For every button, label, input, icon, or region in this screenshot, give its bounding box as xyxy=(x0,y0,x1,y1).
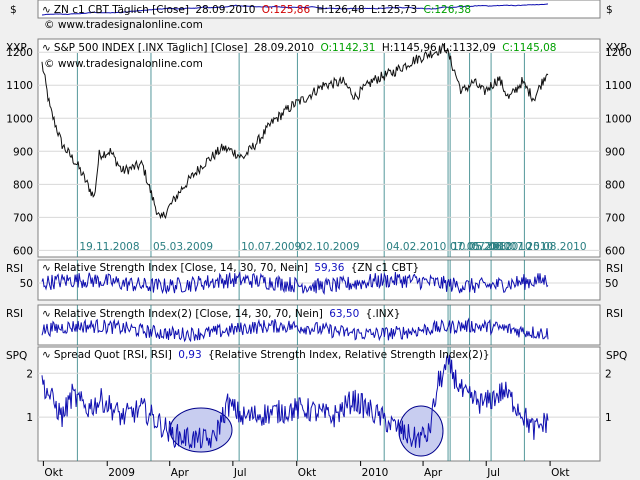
rsi2-panel xyxy=(37,304,601,346)
y-tick-label: 1100 xyxy=(605,80,632,92)
spx-series-line xyxy=(41,42,549,220)
y-tick-label: 1 xyxy=(605,412,612,424)
x-tick-label: Jul xyxy=(233,467,247,479)
x-tick-label: Apr xyxy=(171,467,190,479)
event-date-label: 04.02.2010 xyxy=(386,241,446,253)
rsi2-instrument: {.INX} xyxy=(365,308,401,320)
event-date-label: 25.08.2010 xyxy=(526,241,586,253)
y-tick-label: 50 xyxy=(20,278,33,290)
zn-high: H:126,48 xyxy=(316,4,365,16)
y-tick-label: 1100 xyxy=(6,80,33,92)
x-tick-label: 2009 xyxy=(108,467,135,479)
spx-title: S&P 500 INDEX [.INX Täglich] [Close] xyxy=(53,42,248,54)
rsi2-header: ∿ Relative Strength Index(2) [Close, 14, … xyxy=(42,308,403,321)
y-tick-label: 700 xyxy=(13,212,33,224)
spx-low: L:1132,09 xyxy=(443,42,496,54)
y-tick-label: 50 xyxy=(605,278,618,290)
event-date-label: 05.03.2009 xyxy=(153,241,213,253)
x-tick-label: Apr xyxy=(424,467,443,479)
rsi2-left-label: RSI xyxy=(6,308,24,320)
spx-open: O:1142,31 xyxy=(320,42,376,54)
event-date-label: 19.11.2008 xyxy=(79,241,139,253)
spx-header: ∿ S&P 500 INDEX [.INX Täglich] [Close] 28… xyxy=(42,42,559,55)
spq-left-label: SPQ xyxy=(6,350,28,362)
event-date-label: 10.05.2010 xyxy=(452,241,512,253)
rsi1-instrument: {ZN c1 CBT} xyxy=(350,262,420,274)
event-date-label: 07.05.2010 xyxy=(450,241,510,253)
zn-panel xyxy=(37,0,601,19)
x-tick-label: Okt xyxy=(298,467,316,479)
y-tick-label: 600 xyxy=(13,245,33,257)
x-tick-label: Okt xyxy=(44,467,62,479)
spq-series-line xyxy=(41,354,549,450)
rsi1-left-label: RSI xyxy=(6,263,24,275)
line-icon: ∿ xyxy=(42,4,51,16)
zn-open: O:125,86 xyxy=(261,4,311,16)
y-tick-label: 1000 xyxy=(605,113,632,125)
x-tick-label: 2010 xyxy=(362,467,389,479)
zn-header: ∿ ZN c1 CBT Täglich [Close] 28.09.2010 O:… xyxy=(42,4,474,17)
spx-right-label: XXP xyxy=(606,42,627,54)
highlight-ellipse xyxy=(398,405,444,457)
y-tick-label: 600 xyxy=(605,245,625,257)
event-date-label: 07.06.2010 xyxy=(472,241,532,253)
line-icon: ∿ xyxy=(42,308,51,320)
y-tick-label: 800 xyxy=(605,179,625,191)
line-icon: ∿ xyxy=(42,262,51,274)
y-tick-label: 1000 xyxy=(6,113,33,125)
line-icon: ∿ xyxy=(42,42,51,54)
y-tick-label: 2 xyxy=(605,368,612,380)
zn-right-label: $ xyxy=(606,4,613,16)
spx-high: H:1145,96 xyxy=(381,42,437,54)
y-tick-label: 1200 xyxy=(605,47,632,59)
zn-low: L:125,73 xyxy=(371,4,418,16)
spq-args: {Relative Strength Index, Relative Stren… xyxy=(208,349,490,361)
rsi2-value: 63,50 xyxy=(329,308,360,320)
zn-close: C:126,38 xyxy=(423,4,472,16)
y-tick-label: 1 xyxy=(26,412,33,424)
zn-copyright: © www.tradesignalonline.com xyxy=(44,19,203,31)
zn-series-line xyxy=(41,3,548,16)
rsi1-header: ∿ Relative Strength Index [Close, 14, 30,… xyxy=(42,262,422,275)
spx-panel xyxy=(37,38,601,258)
rsi2-series-line xyxy=(41,317,549,343)
rsi1-title: Relative Strength Index [Close, 14, 30, … xyxy=(53,262,308,274)
y-tick-label: 900 xyxy=(605,146,625,158)
x-tick-label: Okt xyxy=(551,467,569,479)
rsi1-value: 59,36 xyxy=(314,262,345,274)
zn-title: ZN c1 CBT Täglich [Close] xyxy=(53,4,189,16)
spq-value: 0,93 xyxy=(178,349,202,361)
zn-date: 28.09.2010 xyxy=(195,4,256,16)
spq-title: Spread Quot [RSI, RSI] xyxy=(53,349,172,361)
line-icon: ∿ xyxy=(42,349,51,361)
event-date-label: 02.10.2009 xyxy=(299,241,359,253)
spx-close: C:1145,08 xyxy=(502,42,557,54)
event-date-label: 10.07.2009 xyxy=(241,241,301,253)
y-tick-label: 900 xyxy=(13,146,33,158)
spx-date: 28.09.2010 xyxy=(253,42,315,54)
spq-right-label: SPQ xyxy=(606,350,628,362)
rsi2-title: Relative Strength Index(2) [Close, 14, 3… xyxy=(53,308,323,320)
spx-left-label: XXP xyxy=(6,42,27,54)
y-tick-label: 700 xyxy=(605,212,625,224)
rsi1-series-line xyxy=(41,271,549,296)
y-tick-label: 1200 xyxy=(6,47,33,59)
rsi2-right-label: RSI xyxy=(606,308,624,320)
event-date-label: 08.07.2010 xyxy=(493,241,553,253)
y-tick-label: 2 xyxy=(26,368,33,380)
y-tick-label: 800 xyxy=(13,179,33,191)
spx-copyright: © www.tradesignalonline.com xyxy=(44,58,203,70)
rsi1-right-label: RSI xyxy=(606,263,624,275)
x-tick-label: Jul xyxy=(486,467,500,479)
spq-header: ∿ Spread Quot [RSI, RSI] 0,93 {Relative S… xyxy=(42,349,493,362)
zn-left-label: $ xyxy=(10,4,17,16)
